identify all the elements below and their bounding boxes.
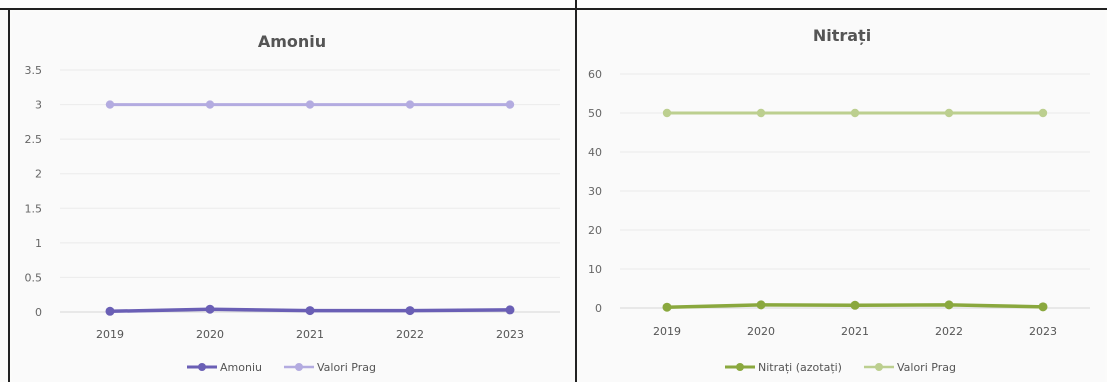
y-tick-label: 1.5 [25,202,43,215]
x-tick-label: 2022 [396,328,424,341]
data-point-valori-prag [756,108,766,118]
y-tick-label: 20 [588,224,602,237]
legend-marker [874,363,883,371]
x-tick-label: 2023 [1029,325,1057,338]
x-tick-label: 2021 [841,325,869,338]
y-tick-label: 3.5 [25,64,43,77]
data-point-valori-prag [944,108,954,118]
data-point-valori-prag [205,100,215,109]
data-point-amoniu [305,306,315,316]
y-tick-label: 60 [588,68,602,81]
y-tick-label: 3 [35,99,42,112]
x-tick-label: 2019 [653,325,681,338]
x-tick-label: 2020 [196,328,224,341]
chart-title: Amoniu [258,32,326,51]
y-tick-label: 0 [595,302,602,315]
y-tick-label: 0.5 [25,271,43,284]
data-point-nitrati [756,300,766,310]
legend-marker [294,363,303,371]
data-point-amoniu [505,305,515,315]
legend-marker [736,363,744,371]
y-tick-label: 0 [35,306,42,319]
x-tick-label: 2021 [296,328,324,341]
legend-label: Amoniu [220,361,262,374]
legend-label: Nitrați (azotați) [758,361,842,374]
data-point-valori-prag [405,100,415,109]
legend-label: Valori Prag [317,361,376,374]
data-point-amoniu [105,306,115,316]
y-tick-label: 50 [588,107,602,120]
x-tick-label: 2019 [96,328,124,341]
y-tick-label: 2 [35,168,42,181]
y-tick-label: 40 [588,146,602,159]
data-point-valori-prag [105,100,115,109]
y-tick-label: 10 [588,263,602,276]
legend-label: Valori Prag [897,361,956,374]
data-point-valori-prag [1038,108,1048,118]
x-tick-label: 2020 [747,325,775,338]
data-point-nitrati [944,300,954,310]
x-tick-label: 2023 [496,328,524,341]
data-point-amoniu [205,304,215,314]
amoniu-chart-panel: Amoniu 0 0.5 1 1.5 2 2.5 3 3.5 2019 2020 2021 2022 20… [12,12,572,382]
table-border-left [8,8,10,382]
legend: Amoniu Valori Prag [187,361,376,374]
data-point-nitrati [850,300,860,310]
y-tick-label: 1 [35,237,42,250]
table-border-middle [575,0,577,382]
x-tick-label: 2022 [935,325,963,338]
legend-item: Valori Prag [283,361,376,374]
legend-item: Nitrați (azotați) [725,361,842,374]
legend-item: Valori Prag [863,361,956,374]
amoniu-chart: Amoniu 0 0.5 1 1.5 2 2.5 3 3.5 2019 2020 2021 2022 20… [25,32,560,374]
data-point-valori-prag [305,100,315,109]
y-tick-label: 30 [588,185,602,198]
legend-item: Amoniu [187,361,262,374]
legend-marker [198,363,206,371]
data-point-nitrati [1038,302,1048,312]
legend: Nitrați (azotați) Valori Prag [725,361,956,374]
chart-title: Nitrați [813,26,871,45]
nitrati-chart-panel: Nitrați 0 10 20 30 40 50 60 2019 2020 2021 2022 2023… [580,12,1105,382]
y-tick-label: 2.5 [25,133,43,146]
data-point-valori-prag [850,108,860,118]
data-point-nitrati [662,302,672,312]
data-point-valori-prag [662,108,672,118]
data-point-valori-prag [505,100,515,109]
nitrati-chart: Nitrați 0 10 20 30 40 50 60 2019 2020 2021 2022 2023… [588,26,1090,374]
data-point-amoniu [405,306,415,316]
table-border-top [0,0,1107,10]
